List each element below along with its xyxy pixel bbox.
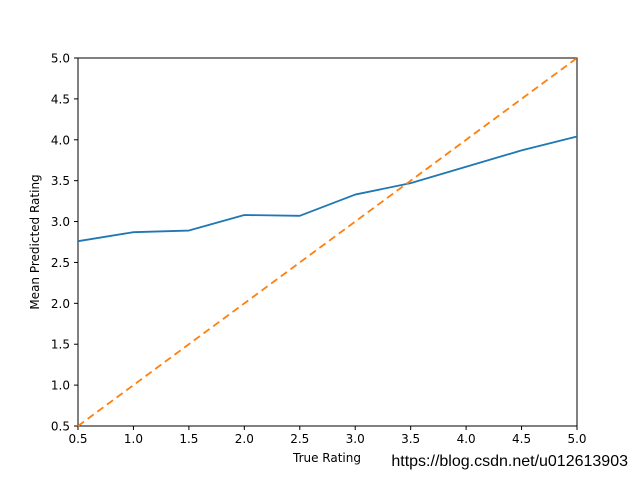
- y-tick-label: 5.0: [51, 52, 70, 66]
- x-tick-label: 4.5: [512, 432, 531, 446]
- y-tick-label: 3.5: [51, 174, 70, 188]
- y-tick-label: 4.5: [51, 92, 70, 106]
- y-tick-label: 2.0: [51, 297, 70, 311]
- x-axis-label: True Rating: [292, 451, 361, 465]
- axes-spines: [77, 57, 578, 427]
- series-line-identity_reference: [77, 57, 578, 427]
- x-tick-label: 4.0: [457, 432, 476, 446]
- x-tick-label: 0.5: [68, 432, 87, 446]
- y-tick-label: 2.5: [51, 256, 70, 270]
- x-tick-label: 5.0: [567, 432, 586, 446]
- y-tick-label: 1.5: [51, 338, 70, 352]
- y-tick-label: 3.0: [51, 215, 70, 229]
- x-tick-label: 3.0: [346, 432, 365, 446]
- series-line-mean_predicted_rating: [77, 135, 578, 243]
- y-axis-label: Mean Predicted Rating: [28, 174, 42, 309]
- x-tick-label: 2.0: [235, 432, 254, 446]
- x-tick-label: 1.5: [179, 432, 198, 446]
- x-tick-label: 1.0: [124, 432, 143, 446]
- x-tick-label: 2.5: [290, 432, 309, 446]
- chart-generated-layer: 0.5 1.0 1.5 2.0 2.5 3.0 3.5 4.0 4.5 5.0 0.5 1.0 1.5 2…: [51, 52, 587, 447]
- y-tick-label: 0.5: [51, 420, 70, 434]
- watermark-url: https://blog.csdn.net/u012613903: [391, 453, 628, 470]
- x-tick-label: 3.5: [401, 432, 420, 446]
- y-tick-label: 4.0: [51, 133, 70, 147]
- y-tick-label: 1.0: [51, 379, 70, 393]
